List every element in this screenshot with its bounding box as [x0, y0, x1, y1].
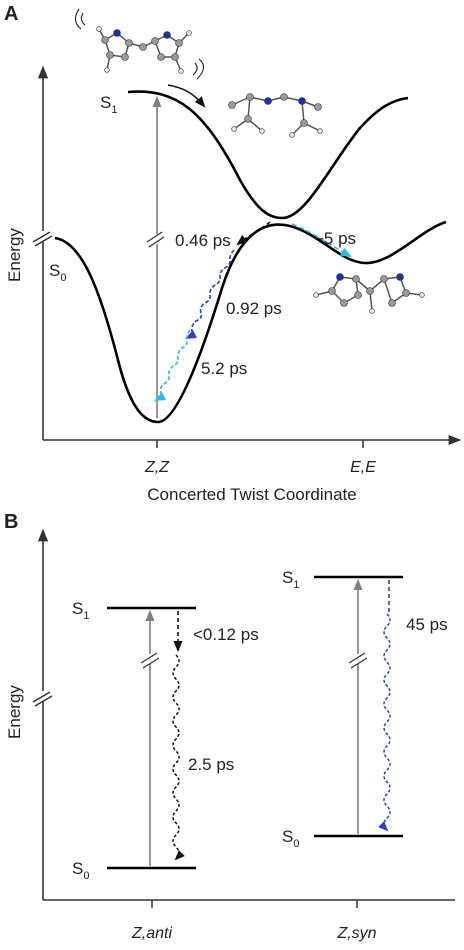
z-anti-excitation-arrow: [140, 609, 160, 866]
panel-a-s0-label: S0: [49, 261, 66, 284]
z-syn-s0-label: S0: [282, 827, 299, 850]
panel-a-x-axis-label: Concerted Twist Coordinate: [147, 485, 356, 504]
panel-b: B Energy Z,anti Z,syn S1 S0 <0.12 ps 2.5…: [4, 511, 455, 942]
molecule-zz-icon: [74, 8, 205, 80]
molecule-ee-icon: [313, 273, 425, 314]
molecule-twisted-icon: [228, 93, 323, 138]
z-syn-excitation-arrow: [348, 578, 368, 834]
panel-b-y-axis-label: Energy: [5, 685, 24, 739]
z-anti-s1-label: S1: [72, 599, 89, 622]
z-syn-time: 45 ps: [406, 615, 448, 634]
panel-a-time-5-2: 5.2 ps: [201, 359, 247, 378]
z-anti-s0-label: S0: [72, 859, 89, 882]
panel-a-excitation-arrow: [146, 95, 165, 418]
panel-b-tick-label-syn: Z,syn: [336, 925, 376, 942]
z-anti-time-lower: 2.5 ps: [188, 755, 234, 774]
panel-a-time-0-46: 0.46 ps: [175, 231, 231, 250]
s1-curve: [127, 90, 409, 220]
panel-a-relax-arrow-cyan: [153, 329, 191, 402]
panel-a-decay-arrow-dark: [236, 221, 271, 246]
panel-b-axis-break: [32, 691, 53, 707]
panel-b-label: B: [4, 511, 18, 533]
panel-a-tick-label-zz: Z,Z: [144, 459, 170, 476]
panel-a-axis-break: [32, 231, 53, 247]
panel-a-wavepacket-arrow: [167, 84, 206, 108]
z-syn-relax-arrow: [378, 613, 391, 832]
panel-a: A Energy Z,Z E,E Concerted Twist Coordin…: [4, 3, 462, 504]
panel-a-tick-label-ee: E,E: [350, 459, 376, 476]
panel-a-time-5: ~5 ps: [314, 229, 356, 248]
z-anti-relax-arrow: [172, 654, 185, 861]
z-anti-time-upper: <0.12 ps: [193, 625, 259, 644]
panel-a-decay-arrow-cyan: [291, 223, 352, 258]
z-syn-s1-label: S1: [282, 568, 299, 591]
s0-curve: [54, 220, 447, 424]
panel-a-time-0-92: 0.92 ps: [226, 299, 282, 318]
panel-a-y-axis-label: Energy: [5, 228, 24, 282]
panel-a-label: A: [4, 3, 18, 25]
panel-a-s1-label: S1: [100, 93, 117, 116]
panel-b-tick-label-anti: Z,anti: [131, 925, 172, 942]
